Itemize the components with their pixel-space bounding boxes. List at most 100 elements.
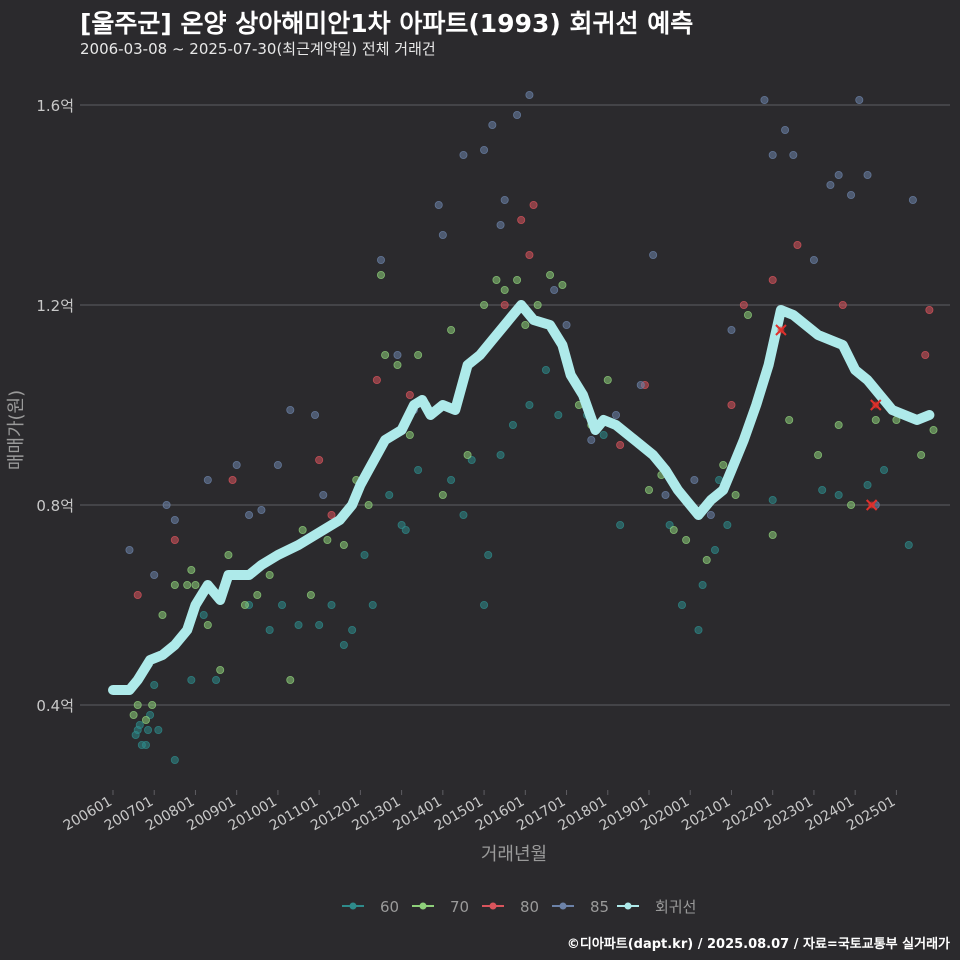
data-point-85 xyxy=(203,475,212,484)
regression-line xyxy=(108,300,935,695)
data-point-85 xyxy=(257,505,266,514)
data-point-70 xyxy=(533,300,542,309)
data-point-85 xyxy=(513,111,522,120)
data-point-85 xyxy=(847,190,856,199)
data-point-85 xyxy=(789,150,798,159)
data-point-80 xyxy=(768,275,777,284)
data-point-70 xyxy=(731,490,740,499)
legend-swatch-dot xyxy=(349,902,357,910)
data-point-70 xyxy=(216,666,225,675)
data-point-85 xyxy=(150,571,159,580)
data-point-60 xyxy=(327,601,336,610)
data-point-60 xyxy=(385,490,394,499)
data-point-80 xyxy=(315,455,324,464)
data-point-60 xyxy=(154,726,163,735)
data-point-80 xyxy=(500,300,509,309)
highlight-markers xyxy=(775,324,882,511)
data-point-80 xyxy=(517,215,526,224)
data-point-85 xyxy=(376,255,385,264)
data-point-60 xyxy=(339,641,348,650)
data-point-70 xyxy=(376,270,385,279)
data-point-80 xyxy=(372,375,381,384)
data-point-60 xyxy=(904,541,913,550)
data-point-70 xyxy=(265,571,274,580)
regression-path xyxy=(108,300,935,695)
data-point-85 xyxy=(562,320,571,329)
data-point-85 xyxy=(768,150,777,159)
data-point-70 xyxy=(500,285,509,294)
data-point-85 xyxy=(550,285,559,294)
data-point-60 xyxy=(144,726,153,735)
data-point-85 xyxy=(273,460,282,469)
data-point-70 xyxy=(148,701,157,710)
data-point-60 xyxy=(694,626,703,635)
data-point-70 xyxy=(381,350,390,359)
data-point-70 xyxy=(513,275,522,284)
data-point-80 xyxy=(616,440,625,449)
y-axis-ticks: 0.4억 0.8억 1.2억 1.6억 xyxy=(36,97,74,715)
data-point-60 xyxy=(368,601,377,610)
data-point-70 xyxy=(768,531,777,540)
data-point-70 xyxy=(917,450,926,459)
data-point-70 xyxy=(814,450,823,459)
data-point-60 xyxy=(710,546,719,555)
data-point-60 xyxy=(401,526,410,535)
data-point-70 xyxy=(405,430,414,439)
data-point-70 xyxy=(438,490,447,499)
data-point-85 xyxy=(781,126,790,135)
data-point-60 xyxy=(698,581,707,590)
data-point-70 xyxy=(414,350,423,359)
data-point-85 xyxy=(826,180,835,189)
data-point-85 xyxy=(496,220,505,229)
data-point-85 xyxy=(500,195,509,204)
data-point-70 xyxy=(253,591,262,600)
data-point-60 xyxy=(677,601,686,610)
y-axis-label: 매매가(원) xyxy=(6,390,27,470)
data-point-80 xyxy=(228,475,237,484)
data-point-60 xyxy=(480,601,489,610)
legend-label: 60 xyxy=(380,898,399,916)
y-tick-label: 1.6억 xyxy=(36,97,74,115)
data-point-70 xyxy=(141,716,150,725)
data-point-60 xyxy=(348,626,357,635)
data-point-60 xyxy=(141,741,150,750)
data-point-60 xyxy=(360,551,369,560)
data-point-80 xyxy=(793,240,802,249)
data-point-70 xyxy=(492,275,501,284)
data-point-80 xyxy=(170,536,179,545)
data-point-60 xyxy=(199,611,208,620)
data-point-60 xyxy=(508,420,517,429)
data-point-70 xyxy=(847,500,856,509)
data-point-60 xyxy=(818,485,827,494)
data-point-70 xyxy=(669,526,678,535)
data-point-60 xyxy=(447,475,456,484)
data-point-60 xyxy=(315,621,324,630)
data-point-80 xyxy=(925,305,934,314)
data-point-60 xyxy=(265,626,274,635)
data-point-70 xyxy=(158,611,167,620)
data-point-85 xyxy=(125,546,134,555)
data-point-80 xyxy=(838,300,847,309)
data-point-85 xyxy=(661,490,670,499)
legend-label: 85 xyxy=(590,898,609,916)
data-point-85 xyxy=(636,380,645,389)
data-point-60 xyxy=(459,510,468,519)
data-point-85 xyxy=(690,475,699,484)
data-point-70 xyxy=(521,320,530,329)
data-point-85 xyxy=(612,410,621,419)
data-point-85 xyxy=(170,516,179,525)
x-axis-ticks: 2006012007012008012009012010012011012012… xyxy=(61,790,898,834)
data-point-80 xyxy=(327,510,336,519)
data-point-70 xyxy=(929,425,938,434)
legend-label: 회귀선 xyxy=(655,898,696,916)
data-point-70 xyxy=(546,270,555,279)
data-point-85 xyxy=(727,325,736,334)
highlight-point xyxy=(777,326,785,334)
data-point-70 xyxy=(645,485,654,494)
legend-swatch-dot xyxy=(419,902,427,910)
data-point-70 xyxy=(298,526,307,535)
data-point-60 xyxy=(599,430,608,439)
data-point-70 xyxy=(603,375,612,384)
data-point-80 xyxy=(405,390,414,399)
